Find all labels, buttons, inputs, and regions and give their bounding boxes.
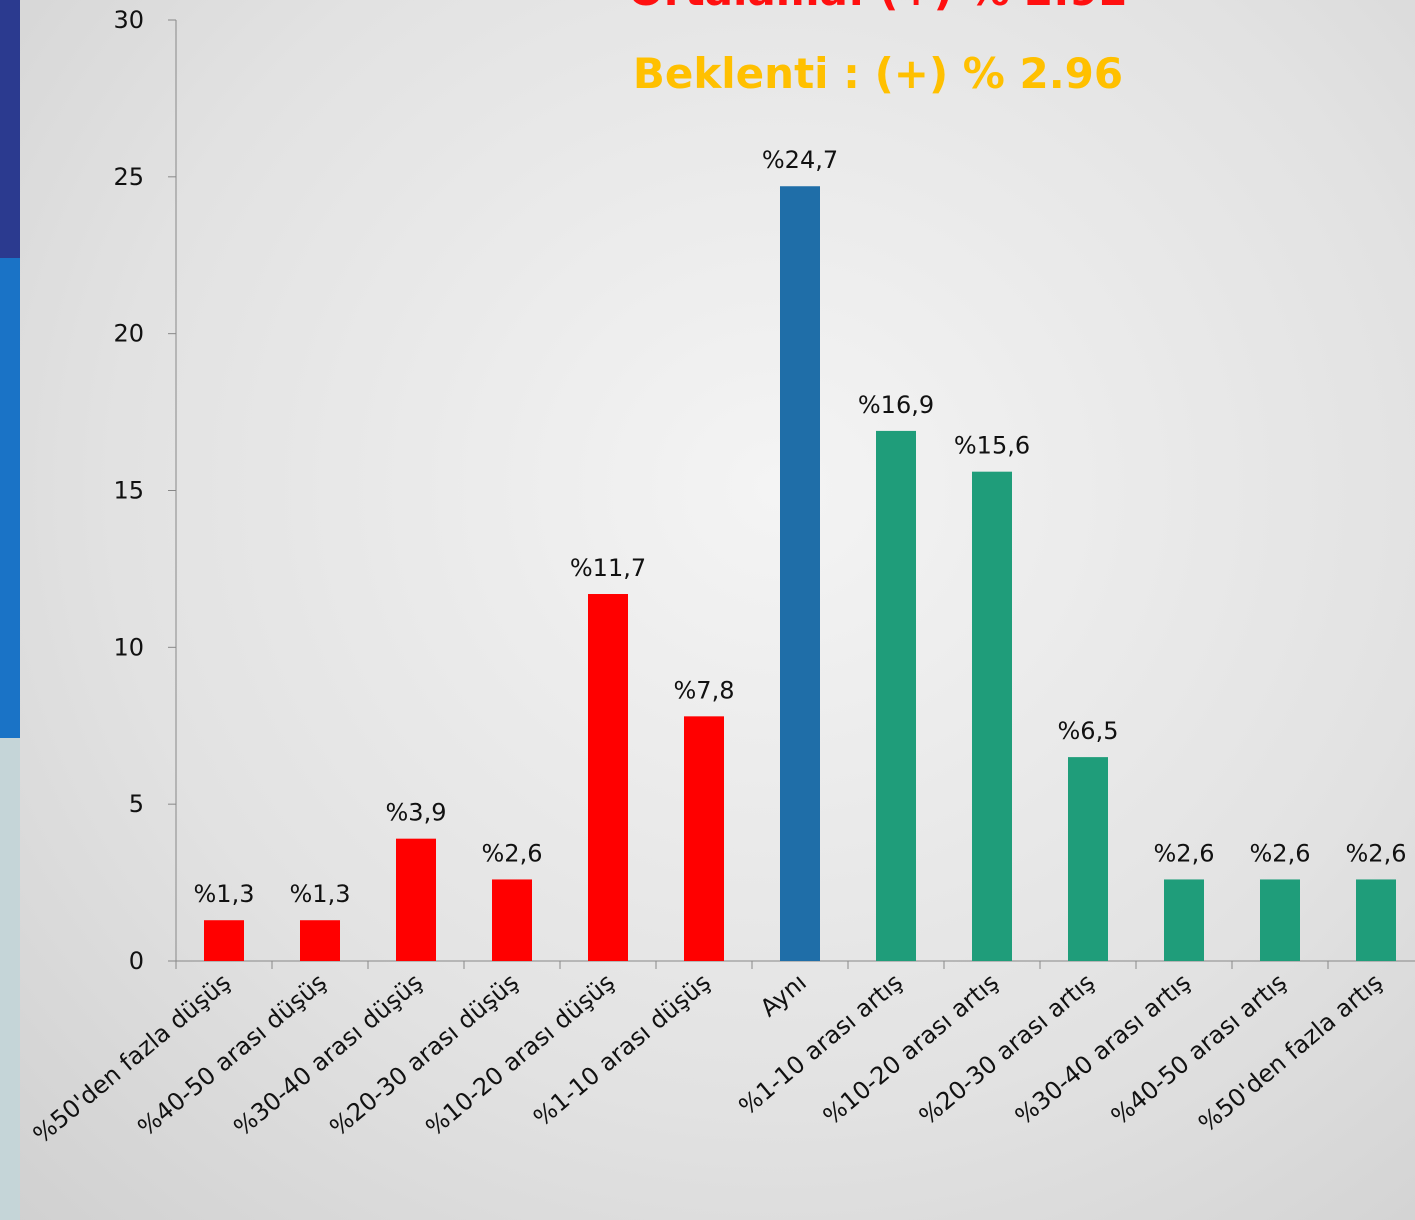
side-strip — [0, 0, 20, 258]
bar — [588, 594, 628, 961]
y-tick-label: 10 — [113, 633, 144, 661]
data-label: %2,6 — [1154, 839, 1215, 867]
data-label: %2,6 — [1250, 839, 1311, 867]
data-label: %2,6 — [1346, 839, 1407, 867]
x-tick-label: %30-40 arası artış — [1010, 968, 1196, 1130]
bar — [396, 838, 436, 961]
x-tick-label: %20-30 arası düşüş — [324, 968, 523, 1142]
chart-title: Ortalama: (+) % 2.92 — [628, 0, 1128, 15]
x-tick-label: %1-10 arası artış — [733, 968, 907, 1121]
bar — [492, 879, 532, 961]
y-tick-label: 5 — [129, 790, 144, 818]
data-label: %7,8 — [674, 676, 735, 704]
data-label: %1,3 — [194, 880, 255, 908]
bar — [1068, 757, 1108, 961]
x-tick-label: %10-20 arası artış — [818, 968, 1004, 1130]
y-tick-label: 15 — [113, 477, 144, 505]
bar — [780, 186, 820, 961]
x-tick-label: %30-40 arası düşüş — [228, 968, 427, 1142]
bar — [1260, 879, 1300, 961]
bar — [876, 430, 916, 961]
x-tick-label: %1-10 arası düşüş — [528, 968, 716, 1132]
x-tick-label: Aynı — [755, 968, 812, 1022]
data-label: %1,3 — [290, 880, 351, 908]
x-tick-label: %40-50 arası artış — [1106, 968, 1292, 1130]
data-label: %24,7 — [762, 146, 838, 174]
y-tick-label: 25 — [113, 163, 144, 191]
bar — [300, 920, 340, 961]
x-tick-label: %20-30 arası artış — [914, 968, 1100, 1130]
bar — [972, 471, 1012, 961]
y-tick-label: 20 — [113, 320, 144, 348]
bar — [1356, 879, 1396, 961]
x-tick-label: %10-20 arası düşüş — [420, 968, 619, 1142]
data-label: %11,7 — [570, 554, 646, 582]
bar — [1164, 879, 1204, 961]
side-strip — [0, 738, 20, 1220]
bar — [684, 716, 724, 961]
data-label: %15,6 — [954, 432, 1030, 460]
y-tick-label: 30 — [113, 6, 144, 34]
data-label: %3,9 — [386, 799, 447, 827]
x-tick-label: %40-50 arası düşüş — [132, 968, 331, 1142]
data-label: %16,9 — [858, 391, 934, 419]
data-label: %6,5 — [1058, 717, 1119, 745]
data-label: %2,6 — [482, 839, 543, 867]
bar — [204, 920, 244, 961]
side-strip — [0, 258, 20, 738]
chart-subtitle: Beklenti : (+) % 2.96 — [633, 49, 1123, 98]
x-tick-label: %50'den fazla artış — [1193, 968, 1388, 1138]
y-tick-label: 0 — [129, 947, 144, 975]
